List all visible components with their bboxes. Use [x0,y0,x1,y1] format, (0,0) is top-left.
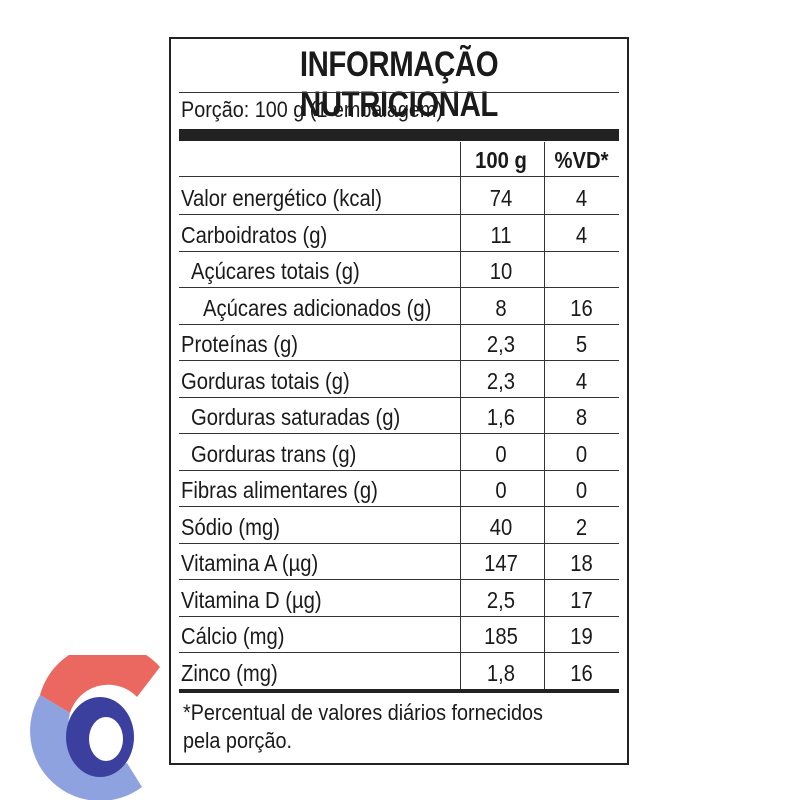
footnote-line-2: pela porção. [183,728,292,753]
nutrient-amount: 147 [484,550,518,576]
nutrient-daily-value: 2 [575,513,588,540]
nutrient-daily-value: 19 [570,623,593,649]
table-header-row: 100 g %VD* [179,141,619,177]
nutrient-amount: 0 [495,477,507,503]
footnote: *Percentual de valores diários fornecido… [183,699,606,755]
nutrient-amount: 1,6 [486,404,516,430]
nutrient-amount: 2,3 [486,367,516,394]
table-row: Zinco (mg) 1,8 16 [179,654,619,690]
nutrient-label: Vitamina A (µg) [181,550,319,576]
table-row: Sódio (mg) 40 2 [179,508,619,544]
nutrient-amount: 10 [489,258,513,284]
table-row: Cálcio (mg) 185 19 [179,617,619,653]
header-100g: 100 g [475,147,527,173]
nutrient-daily-value: 5 [575,331,588,357]
nutrient-amount: 1,8 [486,659,516,686]
nutrient-amount: 185 [484,623,518,649]
column-divider-1 [460,142,461,691]
nutrient-daily-value: 8 [575,404,588,430]
nutrient-amount: 8 [495,294,507,321]
nutrition-facts-panel: INFORMAÇÃO NUTRICIONAL Porção: 100 g (1 … [169,37,629,765]
nutrient-label: Zinco (mg) [181,659,278,686]
header-vd: %VD* [554,147,609,173]
nutrient-daily-value: 16 [570,294,593,321]
nutrient-daily-value: 18 [570,550,593,576]
nutrient-label: Gorduras saturadas (g) [191,404,401,430]
thick-divider [179,129,619,141]
table-row: Vitamina A (µg) 147 18 [179,544,619,580]
nutrient-daily-value: 0 [575,440,588,467]
nutrient-amount: 11 [490,221,512,248]
table-row: Açúcares totais (g) 10 [179,252,619,288]
nutrient-label: Açúcares adicionados (g) [203,294,432,321]
bottom-divider [179,689,619,693]
nutrient-label: Gorduras totais (g) [181,367,350,394]
nutrient-label: Valor energético (kcal) [181,185,382,211]
nutrient-label: Cálcio (mg) [181,623,285,649]
footnote-line-1: *Percentual de valores diários fornecido… [183,700,543,725]
nutrient-daily-value: 16 [570,659,593,686]
nutrient-label: Vitamina D (µg) [181,586,322,613]
nutrient-daily-value: 0 [575,477,588,503]
column-divider-2 [544,142,545,691]
table-row: Proteínas (g) 2,3 5 [179,325,619,361]
nutrient-daily-value: 4 [575,367,588,394]
nutrient-daily-value: 4 [575,221,588,248]
nutrient-amount: 2,3 [486,331,516,357]
table-row: Carboidratos (g) 11 4 [179,216,619,252]
nutrient-label: Sódio (mg) [181,513,280,540]
table-row: Gorduras totais (g) 2,3 4 [179,362,619,398]
portion-size: Porção: 100 g (1 embalagem) [181,97,443,122]
nutrient-label: Gorduras trans (g) [191,440,357,467]
table-row: Gorduras saturadas (g) 1,6 8 [179,398,619,434]
nutrient-amount: 40 [489,513,513,540]
nutrient-amount: 2,5 [486,586,516,613]
nutrient-label: Fibras alimentares (g) [181,477,378,503]
brand-logo-icon [30,655,160,800]
table-row: Valor energético (kcal) 74 4 [179,179,619,215]
nutrient-label: Carboidratos (g) [181,221,328,248]
nutrient-amount: 0 [495,440,507,467]
nutrient-daily-value: 17 [570,586,593,613]
table-row: Gorduras trans (g) 0 0 [179,435,619,471]
table-row: Açúcares adicionados (g) 8 16 [179,289,619,325]
title-divider [179,92,619,93]
nutrient-label: Açúcares totais (g) [191,258,360,284]
table-row: Vitamina D (µg) 2,5 17 [179,581,619,617]
nutrient-daily-value: 4 [575,185,588,211]
nutrient-label: Proteínas (g) [181,331,298,357]
panel-title: INFORMAÇÃO NUTRICIONAL [299,45,499,124]
table-row: Fibras alimentares (g) 0 0 [179,471,619,507]
nutrient-amount: 74 [489,185,513,211]
